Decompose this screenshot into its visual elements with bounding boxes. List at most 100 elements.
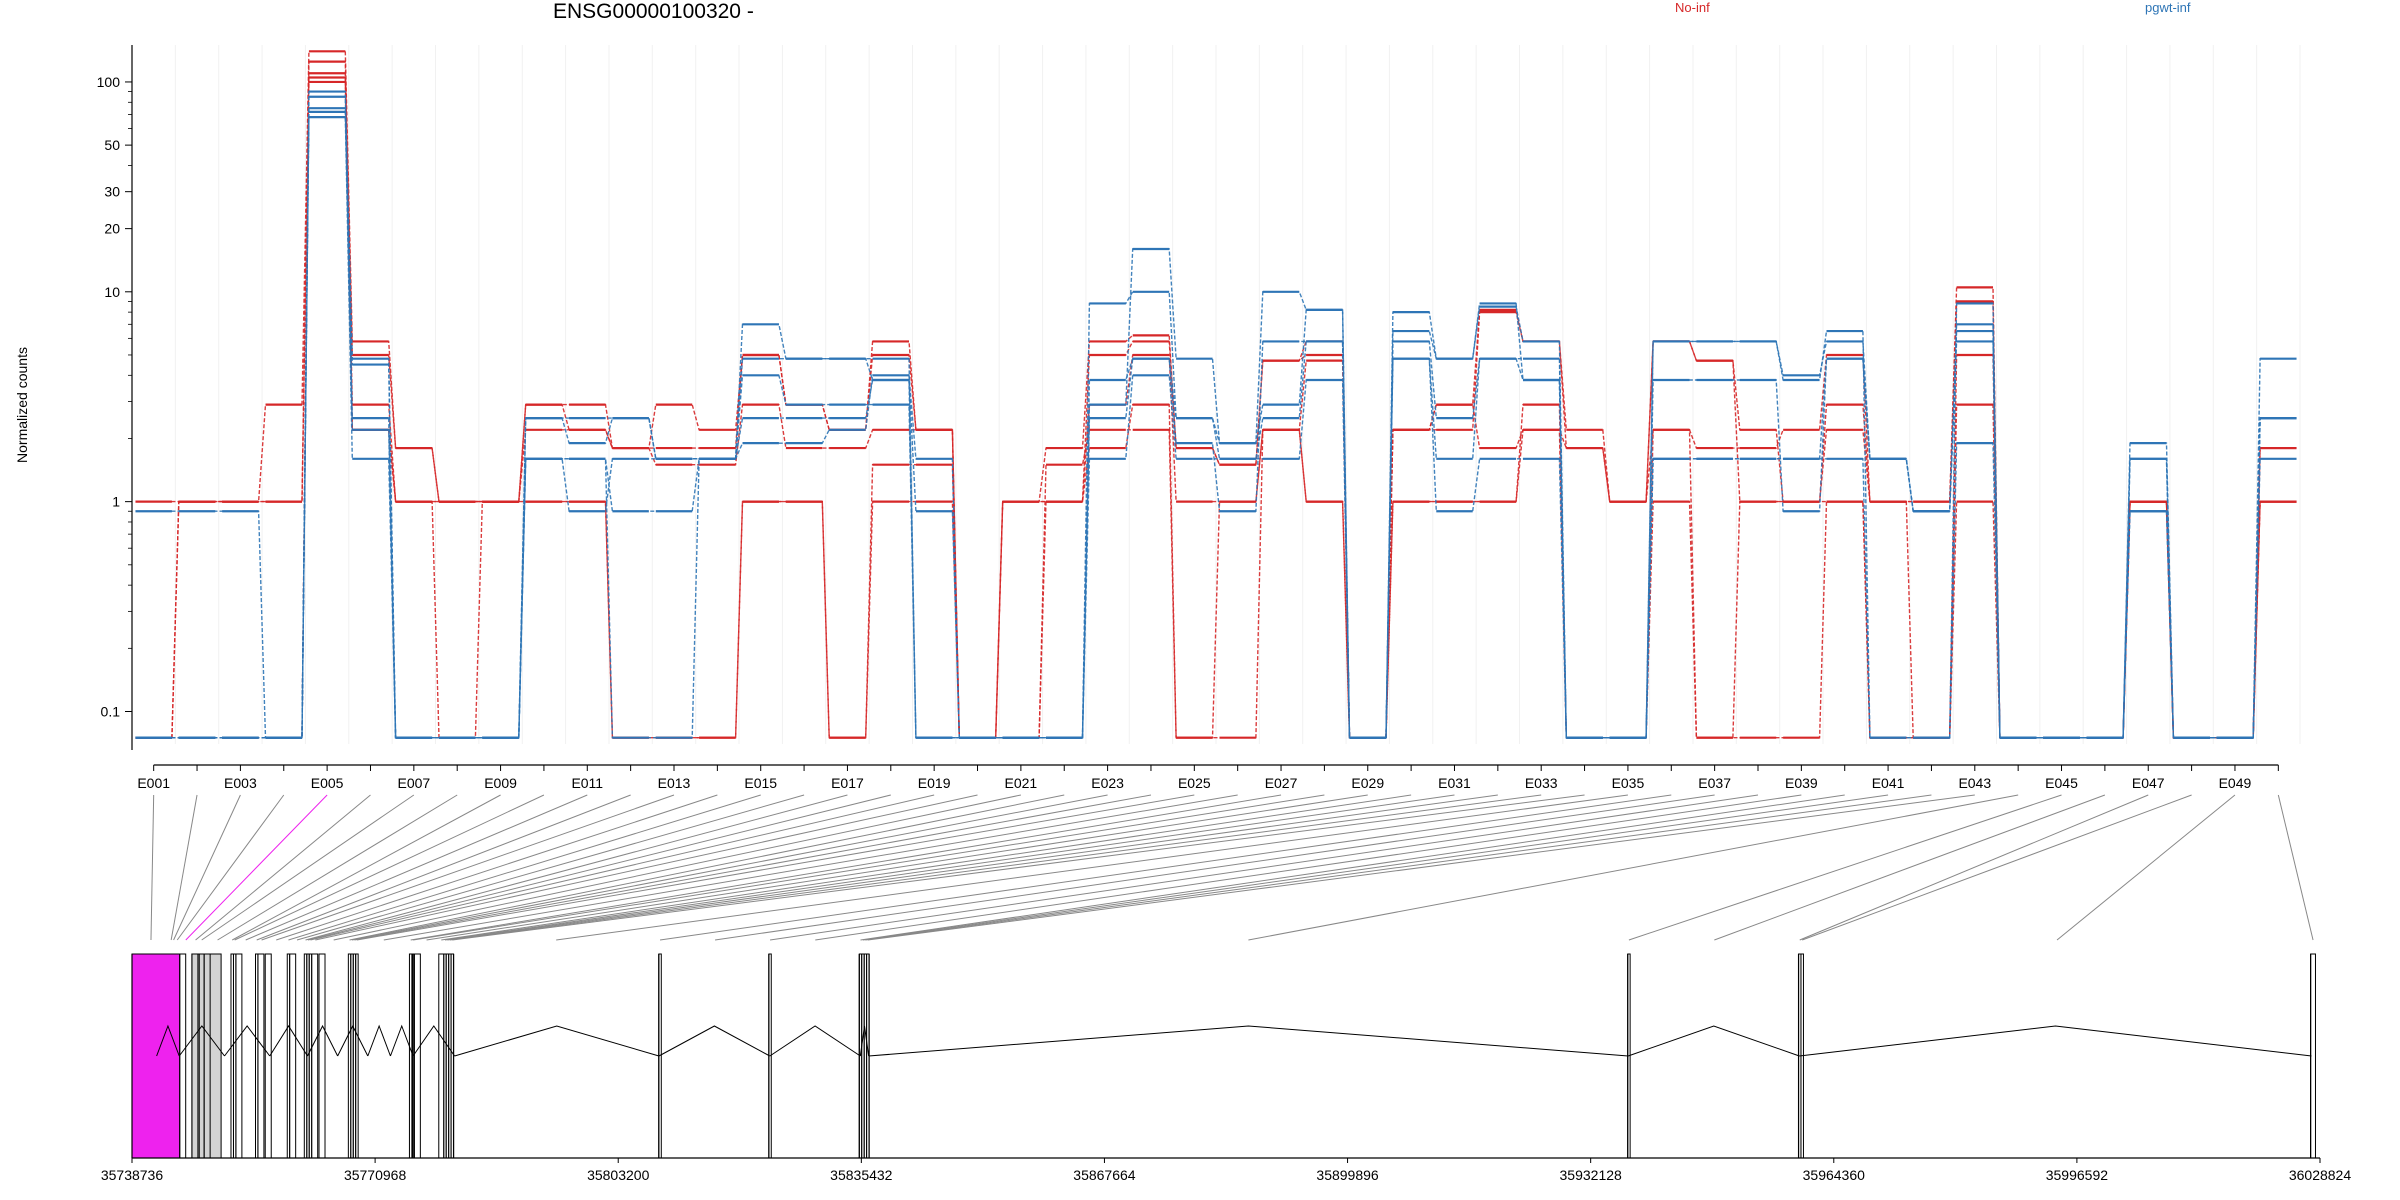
y-tick-label: 0.1 xyxy=(101,703,121,719)
intron-line xyxy=(337,1024,369,1057)
exon-connector xyxy=(315,794,978,941)
exon-connector xyxy=(413,794,1325,941)
x-tick-label: E023 xyxy=(1091,775,1124,791)
exon-connector xyxy=(867,794,1975,941)
exon-box xyxy=(289,953,297,1159)
exon-connector xyxy=(714,794,1715,941)
exon-connector xyxy=(349,794,1065,941)
exon-connector xyxy=(351,794,1108,941)
exon-connector xyxy=(150,794,155,941)
x-tick-label: E031 xyxy=(1438,775,1471,791)
exon-connector xyxy=(201,794,415,941)
x-tick-label: E001 xyxy=(137,775,170,791)
x-tick-label: E029 xyxy=(1351,775,1384,791)
y-tick-label: 50 xyxy=(104,137,120,153)
legend-no-inf: No-inf xyxy=(1675,0,1710,15)
genomic-tick-label: 35867664 xyxy=(1073,1167,1136,1183)
intron-line xyxy=(389,1024,414,1057)
intron-line xyxy=(1799,1025,2312,1057)
x-tick-label: E033 xyxy=(1525,775,1558,791)
genomic-tick-label: 35964360 xyxy=(1803,1167,1866,1183)
intron-line xyxy=(412,1025,455,1057)
exon-connector xyxy=(288,794,761,941)
intron-line xyxy=(454,1025,660,1057)
x-tick-label: E039 xyxy=(1785,775,1818,791)
genomic-tick-label: 35899896 xyxy=(1316,1167,1379,1183)
chart-title: ENSG00000100320 - xyxy=(553,0,754,23)
exon-connector xyxy=(245,794,588,941)
exon-connector xyxy=(333,794,1021,941)
x-tick-label: E003 xyxy=(224,775,257,791)
x-tick-label: E035 xyxy=(1612,775,1645,791)
exon-connector xyxy=(256,794,631,941)
exon-connector xyxy=(860,794,1845,941)
intron-line xyxy=(269,1025,308,1057)
intron-line xyxy=(769,1025,861,1057)
x-tick-label: E049 xyxy=(2219,775,2252,791)
exon-connector xyxy=(1799,794,2149,941)
exon-connector xyxy=(234,794,545,941)
exon-connector xyxy=(862,794,1889,941)
exon-connector xyxy=(441,794,1412,941)
exon-connector xyxy=(383,794,1238,941)
exon-connector xyxy=(185,794,328,941)
genomic-tick-label: 35835432 xyxy=(830,1167,893,1183)
x-tick-label: E045 xyxy=(2045,775,2078,791)
exon-box xyxy=(355,953,359,1159)
exon-connector xyxy=(659,794,1672,941)
intron-line xyxy=(224,1025,271,1057)
y-tick-label: 30 xyxy=(104,184,120,200)
x-tick-label: E013 xyxy=(658,775,691,791)
genomic-tick-label: 35932128 xyxy=(1560,1167,1623,1183)
exon-box xyxy=(179,953,187,1159)
exon-connector xyxy=(276,794,718,941)
intron-line xyxy=(859,1025,870,1057)
genomic-tick-label: 35803200 xyxy=(587,1167,650,1183)
x-tick-label: E005 xyxy=(311,775,344,791)
x-tick-label: E009 xyxy=(484,775,517,791)
x-tick-label: E041 xyxy=(1872,775,1905,791)
exon-connector xyxy=(556,794,1628,941)
exon-connector xyxy=(296,794,805,941)
x-tick-label: E015 xyxy=(744,775,777,791)
x-tick-label: E037 xyxy=(1698,775,1731,791)
exon-box xyxy=(257,953,265,1159)
intron-line xyxy=(178,1025,225,1057)
exon-connector xyxy=(310,794,935,941)
exon-connector xyxy=(173,794,241,941)
exon-connector xyxy=(410,794,1282,941)
exon-connector xyxy=(865,794,1932,941)
y-tick-label: 10 xyxy=(104,284,120,300)
exon-connector xyxy=(2277,794,2314,941)
genomic-tick-label: 35770968 xyxy=(344,1167,407,1183)
x-tick-label: E017 xyxy=(831,775,864,791)
exon-connector xyxy=(815,794,1802,941)
exon-connector xyxy=(170,794,198,941)
x-tick-label: E025 xyxy=(1178,775,1211,791)
x-tick-label: E011 xyxy=(571,775,603,791)
exon-connector xyxy=(1802,794,2192,941)
highlighted-exon xyxy=(131,953,181,1159)
x-tick-label: E019 xyxy=(918,775,951,791)
exon-connector xyxy=(354,794,1152,941)
intron-line xyxy=(307,1024,339,1057)
legend-pgwt-inf: pgwt-inf xyxy=(2145,0,2191,15)
exon-connector xyxy=(1248,794,2019,941)
exon-connector xyxy=(449,794,1542,941)
exon-connector xyxy=(447,794,1498,941)
exon-connector xyxy=(769,794,1759,941)
exon-connector xyxy=(176,794,285,941)
intron-line xyxy=(156,1024,180,1057)
exon-connector xyxy=(452,794,1585,941)
intron-line xyxy=(868,1025,1629,1057)
exon-connector xyxy=(2056,794,2236,941)
intron-line xyxy=(367,1024,391,1057)
exon-connector xyxy=(307,794,891,941)
y-tick-label: 1 xyxy=(112,494,120,510)
x-tick-label: E021 xyxy=(1005,775,1038,791)
y-tick-label: 20 xyxy=(104,221,120,237)
x-tick-label: E007 xyxy=(397,775,430,791)
exon-connector xyxy=(1628,794,2062,941)
